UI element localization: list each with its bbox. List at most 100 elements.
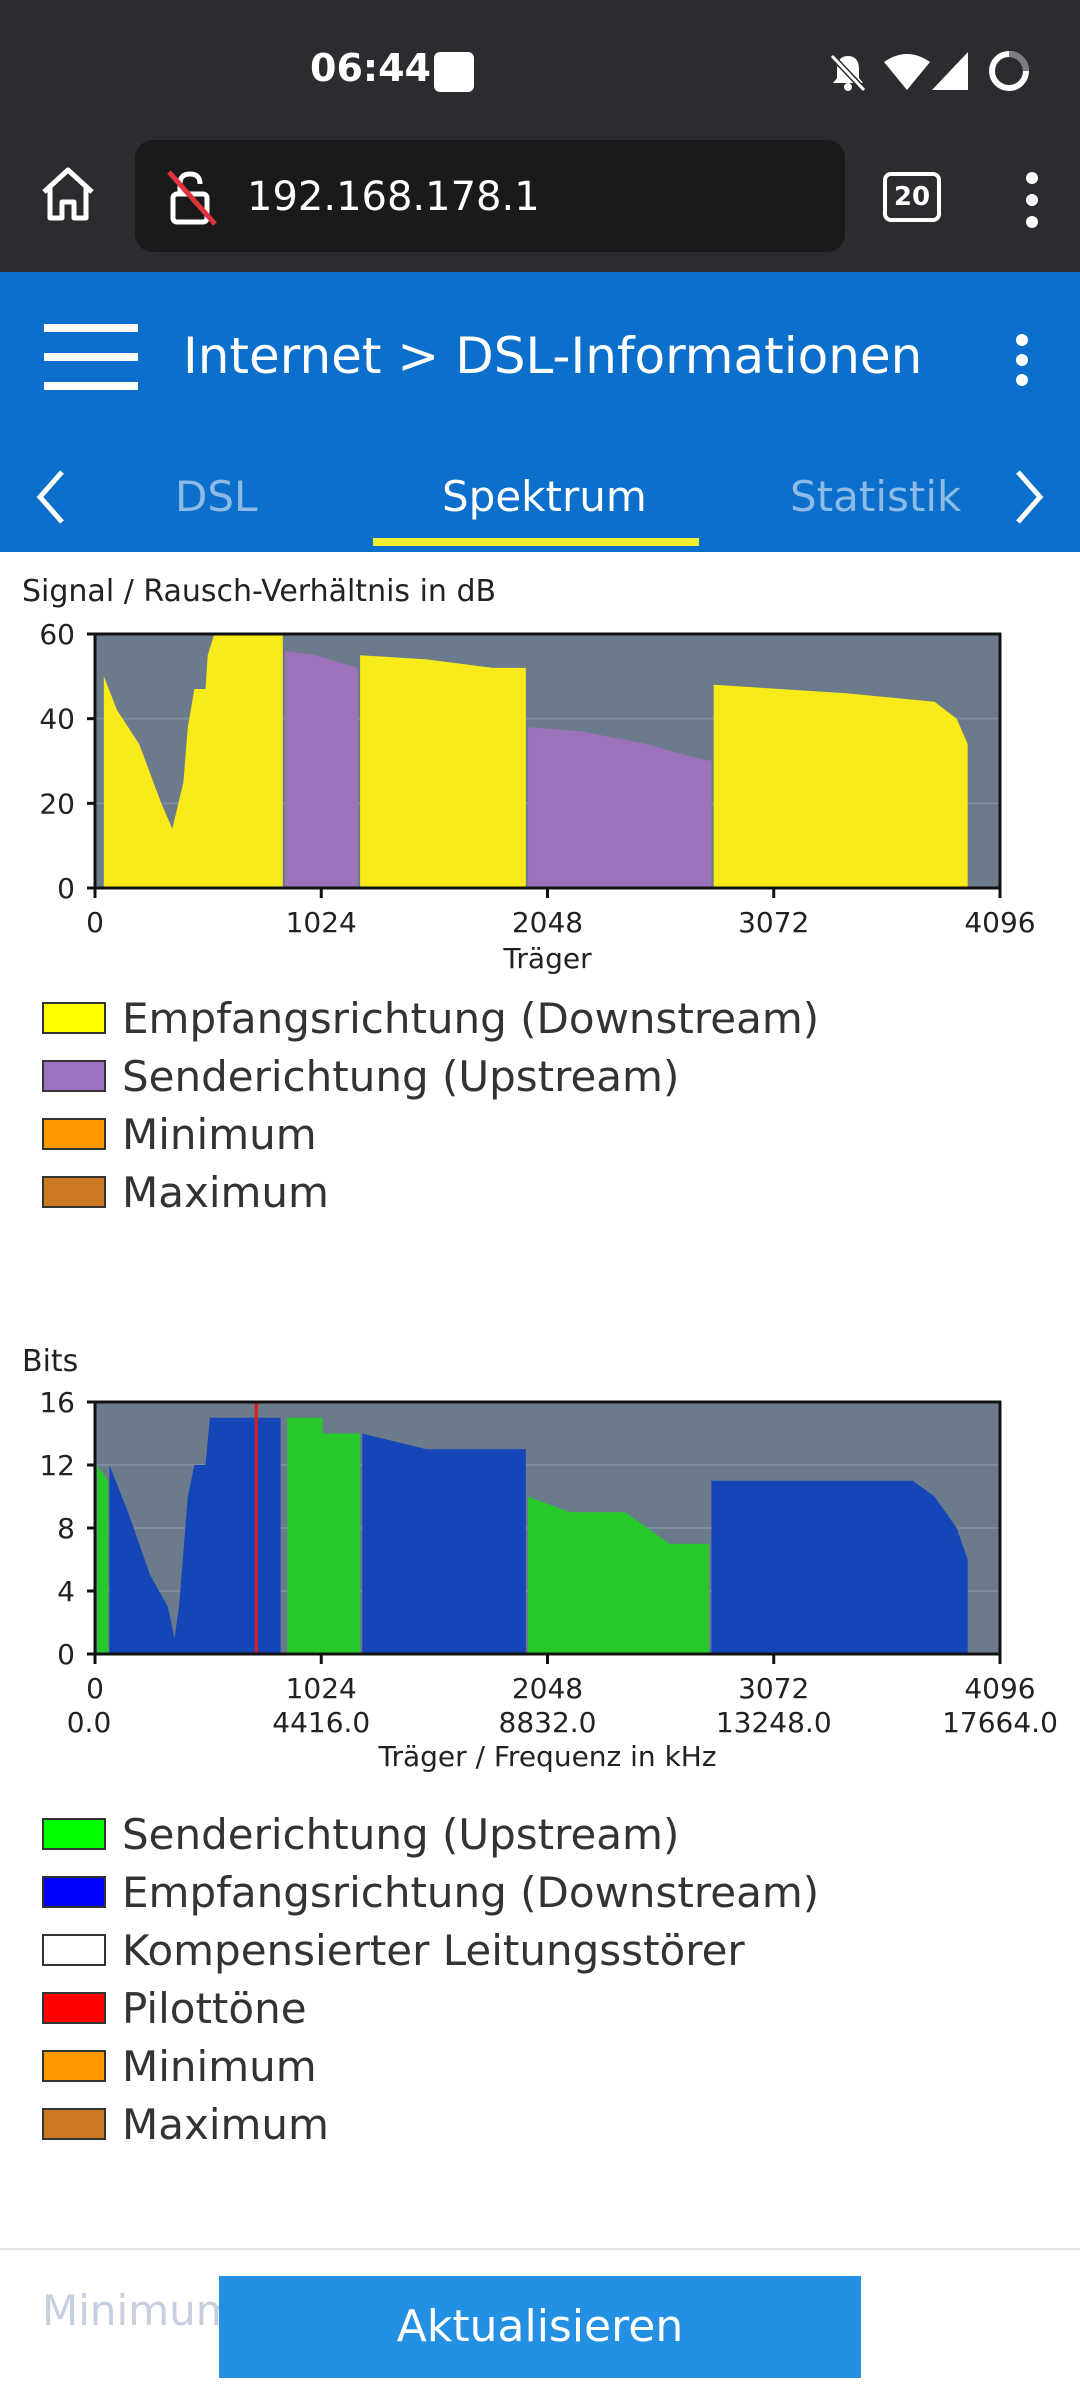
legend-item: Senderichtung (Upstream) bbox=[42, 1806, 819, 1864]
x-tick-label: 4096 bbox=[964, 906, 1035, 939]
clock: 06:44 bbox=[310, 46, 431, 90]
series-area bbox=[528, 727, 712, 888]
do-not-disturb-icon bbox=[829, 53, 867, 93]
tab-prev-icon[interactable] bbox=[34, 468, 68, 526]
x-tick-label: 0 bbox=[86, 1672, 104, 1705]
legend-label: Kompensierter Leitungsstörer bbox=[122, 1926, 745, 1975]
insecure-lock-icon[interactable] bbox=[165, 168, 221, 228]
x-tick-label: 1024 bbox=[286, 1672, 357, 1705]
series-area bbox=[362, 1433, 526, 1654]
legend-item: Empfangsrichtung (Downstream) bbox=[42, 990, 819, 1048]
breadcrumb: Internet > DSL-Informationen bbox=[183, 327, 923, 385]
minimum-label-faded: Minimum bbox=[42, 2286, 237, 2335]
legend-swatch bbox=[42, 1176, 106, 1208]
x-tick-label: 1024 bbox=[286, 906, 357, 939]
snr-chart-ylabel: Signal / Rausch-Verhältnis in dB bbox=[22, 574, 497, 609]
snr-legend: Empfangsrichtung (Downstream) Sendericht… bbox=[42, 990, 819, 1222]
legend-swatch bbox=[42, 1992, 106, 2024]
x-tick-label: 2048 bbox=[512, 1672, 583, 1705]
legend-swatch bbox=[42, 1118, 106, 1150]
legend-swatch bbox=[42, 1876, 106, 1908]
y-tick-label: 0 bbox=[57, 1638, 75, 1671]
bits-chart: 048121600.010244416.020488832.0307213248… bbox=[39, 1386, 1058, 1773]
series-area bbox=[285, 650, 358, 888]
legend-label: Empfangsrichtung (Downstream) bbox=[122, 1868, 820, 1917]
x-tick-label: 4096 bbox=[964, 1672, 1035, 1705]
app-header: Internet > DSL-Informationen DSL Spektru… bbox=[0, 272, 1080, 552]
legend-item: Pilottöne bbox=[42, 1980, 819, 2038]
y-tick-label: 16 bbox=[39, 1386, 75, 1419]
x-tick-label-frequency: 8832.0 bbox=[499, 1706, 597, 1739]
series-area bbox=[103, 634, 283, 888]
url-text: 192.168.178.1 bbox=[247, 174, 540, 220]
y-tick-label: 0 bbox=[57, 872, 75, 905]
legend-label: Minimum bbox=[122, 1110, 317, 1159]
address-bar[interactable]: 192.168.178.1 bbox=[135, 140, 845, 252]
browser-menu-icon[interactable] bbox=[1020, 168, 1044, 232]
legend-item: Empfangsrichtung (Downstream) bbox=[42, 1864, 819, 1922]
legend-label: Maximum bbox=[122, 1168, 329, 1217]
page-menu-icon[interactable] bbox=[1008, 332, 1036, 388]
legend-item: Kompensierter Leitungsstörer bbox=[42, 1922, 819, 1980]
tab-spektrum[interactable]: Spektrum bbox=[442, 472, 647, 521]
bits-legend: Senderichtung (Upstream) Empfangsrichtun… bbox=[42, 1806, 819, 2154]
series-area bbox=[528, 1496, 710, 1654]
y-tick-label: 60 bbox=[39, 618, 75, 651]
y-tick-label: 4 bbox=[57, 1575, 75, 1608]
legend-item: Minimum bbox=[42, 2038, 819, 2096]
notification-icon bbox=[434, 52, 474, 92]
tab-statistik[interactable]: Statistik bbox=[790, 472, 962, 521]
x-tick-label-frequency: 17664.0 bbox=[942, 1706, 1058, 1739]
y-tick-label: 12 bbox=[39, 1449, 75, 1482]
legend-swatch bbox=[42, 1934, 106, 1966]
legend-swatch bbox=[42, 1002, 106, 1034]
series-area bbox=[109, 1417, 281, 1654]
legend-swatch bbox=[42, 1818, 106, 1850]
tab-switcher-button[interactable]: 20 bbox=[883, 172, 941, 222]
cell-signal-icon bbox=[932, 52, 968, 90]
legend-swatch bbox=[42, 2050, 106, 2082]
legend-label: Pilottöne bbox=[122, 1984, 307, 2033]
legend-swatch bbox=[42, 2108, 106, 2140]
browser-toolbar: 192.168.178.1 20 bbox=[0, 140, 1080, 272]
series-area bbox=[713, 684, 968, 888]
series-area bbox=[360, 655, 526, 888]
status-bar: 06:44 bbox=[0, 0, 1080, 140]
hamburger-menu-icon[interactable] bbox=[44, 324, 138, 390]
x-tick-label: 3072 bbox=[738, 906, 809, 939]
refresh-button[interactable]: Aktualisieren bbox=[219, 2276, 861, 2378]
x-tick-label-frequency: 13248.0 bbox=[716, 1706, 832, 1739]
snr-chart: 0 20 40 60 0 1024 2048 3072 4096 Träger bbox=[39, 618, 1035, 975]
legend-label: Senderichtung (Upstream) bbox=[122, 1052, 680, 1101]
legend-item: Maximum bbox=[42, 2096, 819, 2154]
x-axis-label: Träger / Frequenz in kHz bbox=[377, 1740, 716, 1773]
series-area bbox=[287, 1417, 361, 1654]
legend-label: Empfangsrichtung (Downstream) bbox=[122, 994, 820, 1043]
legend-item: Maximum bbox=[42, 1164, 819, 1222]
legend-item: Senderichtung (Upstream) bbox=[42, 1048, 819, 1106]
y-tick-label: 20 bbox=[39, 787, 75, 820]
home-icon[interactable] bbox=[36, 162, 100, 226]
bottom-action-bar: Minimum Aktualisieren bbox=[0, 2248, 1080, 2402]
x-tick-label: 2048 bbox=[512, 906, 583, 939]
legend-label: Minimum bbox=[122, 2042, 317, 2091]
active-tab-indicator bbox=[373, 538, 699, 546]
legend-item: Minimum bbox=[42, 1106, 819, 1164]
x-tick-label-frequency: 0.0 bbox=[67, 1706, 112, 1739]
x-axis-label: Träger bbox=[502, 942, 592, 975]
y-tick-label: 8 bbox=[57, 1512, 75, 1545]
y-tick-label: 40 bbox=[39, 703, 75, 736]
legend-label: Maximum bbox=[122, 2100, 329, 2149]
bits-chart-ylabel: Bits bbox=[22, 1344, 79, 1379]
legend-label: Senderichtung (Upstream) bbox=[122, 1810, 680, 1859]
series-area bbox=[711, 1480, 968, 1654]
wifi-icon bbox=[884, 54, 930, 90]
series-area bbox=[97, 1465, 109, 1654]
legend-swatch bbox=[42, 1060, 106, 1092]
x-tick-label: 3072 bbox=[738, 1672, 809, 1705]
battery-icon bbox=[989, 51, 1029, 91]
tab-dsl[interactable]: DSL bbox=[175, 472, 258, 521]
tab-next-icon[interactable] bbox=[1012, 468, 1046, 526]
x-tick-label-frequency: 4416.0 bbox=[272, 1706, 370, 1739]
x-tick-label: 0 bbox=[86, 906, 104, 939]
